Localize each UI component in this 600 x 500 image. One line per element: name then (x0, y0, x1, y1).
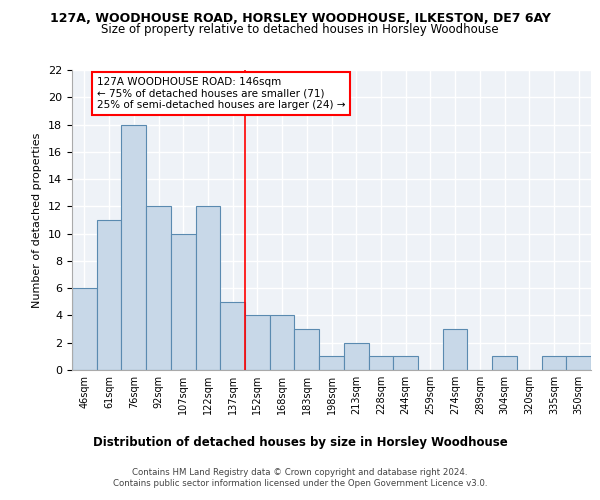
Bar (566, 356, 591, 370)
Text: Contains public sector information licensed under the Open Government Licence v3: Contains public sector information licen… (113, 479, 487, 488)
Text: 127A WOODHOUSE ROAD: 146sqm
← 75% of detached houses are smaller (71)
25% of sem: 127A WOODHOUSE ROAD: 146sqm ← 75% of det… (97, 77, 345, 110)
Bar (171, 234, 196, 370)
Bar (319, 356, 344, 370)
Bar (72, 288, 97, 370)
Y-axis label: Number of detached properties: Number of detached properties (32, 132, 43, 308)
Bar (146, 206, 171, 370)
Bar (220, 302, 245, 370)
Bar (393, 356, 418, 370)
Bar (270, 316, 295, 370)
Bar (368, 356, 393, 370)
Text: Distribution of detached houses by size in Horsley Woodhouse: Distribution of detached houses by size … (92, 436, 508, 449)
Bar (97, 220, 121, 370)
Bar (121, 124, 146, 370)
Bar (245, 316, 270, 370)
Text: 127A, WOODHOUSE ROAD, HORSLEY WOODHOUSE, ILKESTON, DE7 6AY: 127A, WOODHOUSE ROAD, HORSLEY WOODHOUSE,… (50, 12, 550, 26)
Bar (344, 342, 368, 370)
Bar (196, 206, 220, 370)
Text: Size of property relative to detached houses in Horsley Woodhouse: Size of property relative to detached ho… (101, 22, 499, 36)
Bar (443, 329, 467, 370)
Bar (295, 329, 319, 370)
Text: Contains HM Land Registry data © Crown copyright and database right 2024.: Contains HM Land Registry data © Crown c… (132, 468, 468, 477)
Bar (492, 356, 517, 370)
Bar (542, 356, 566, 370)
